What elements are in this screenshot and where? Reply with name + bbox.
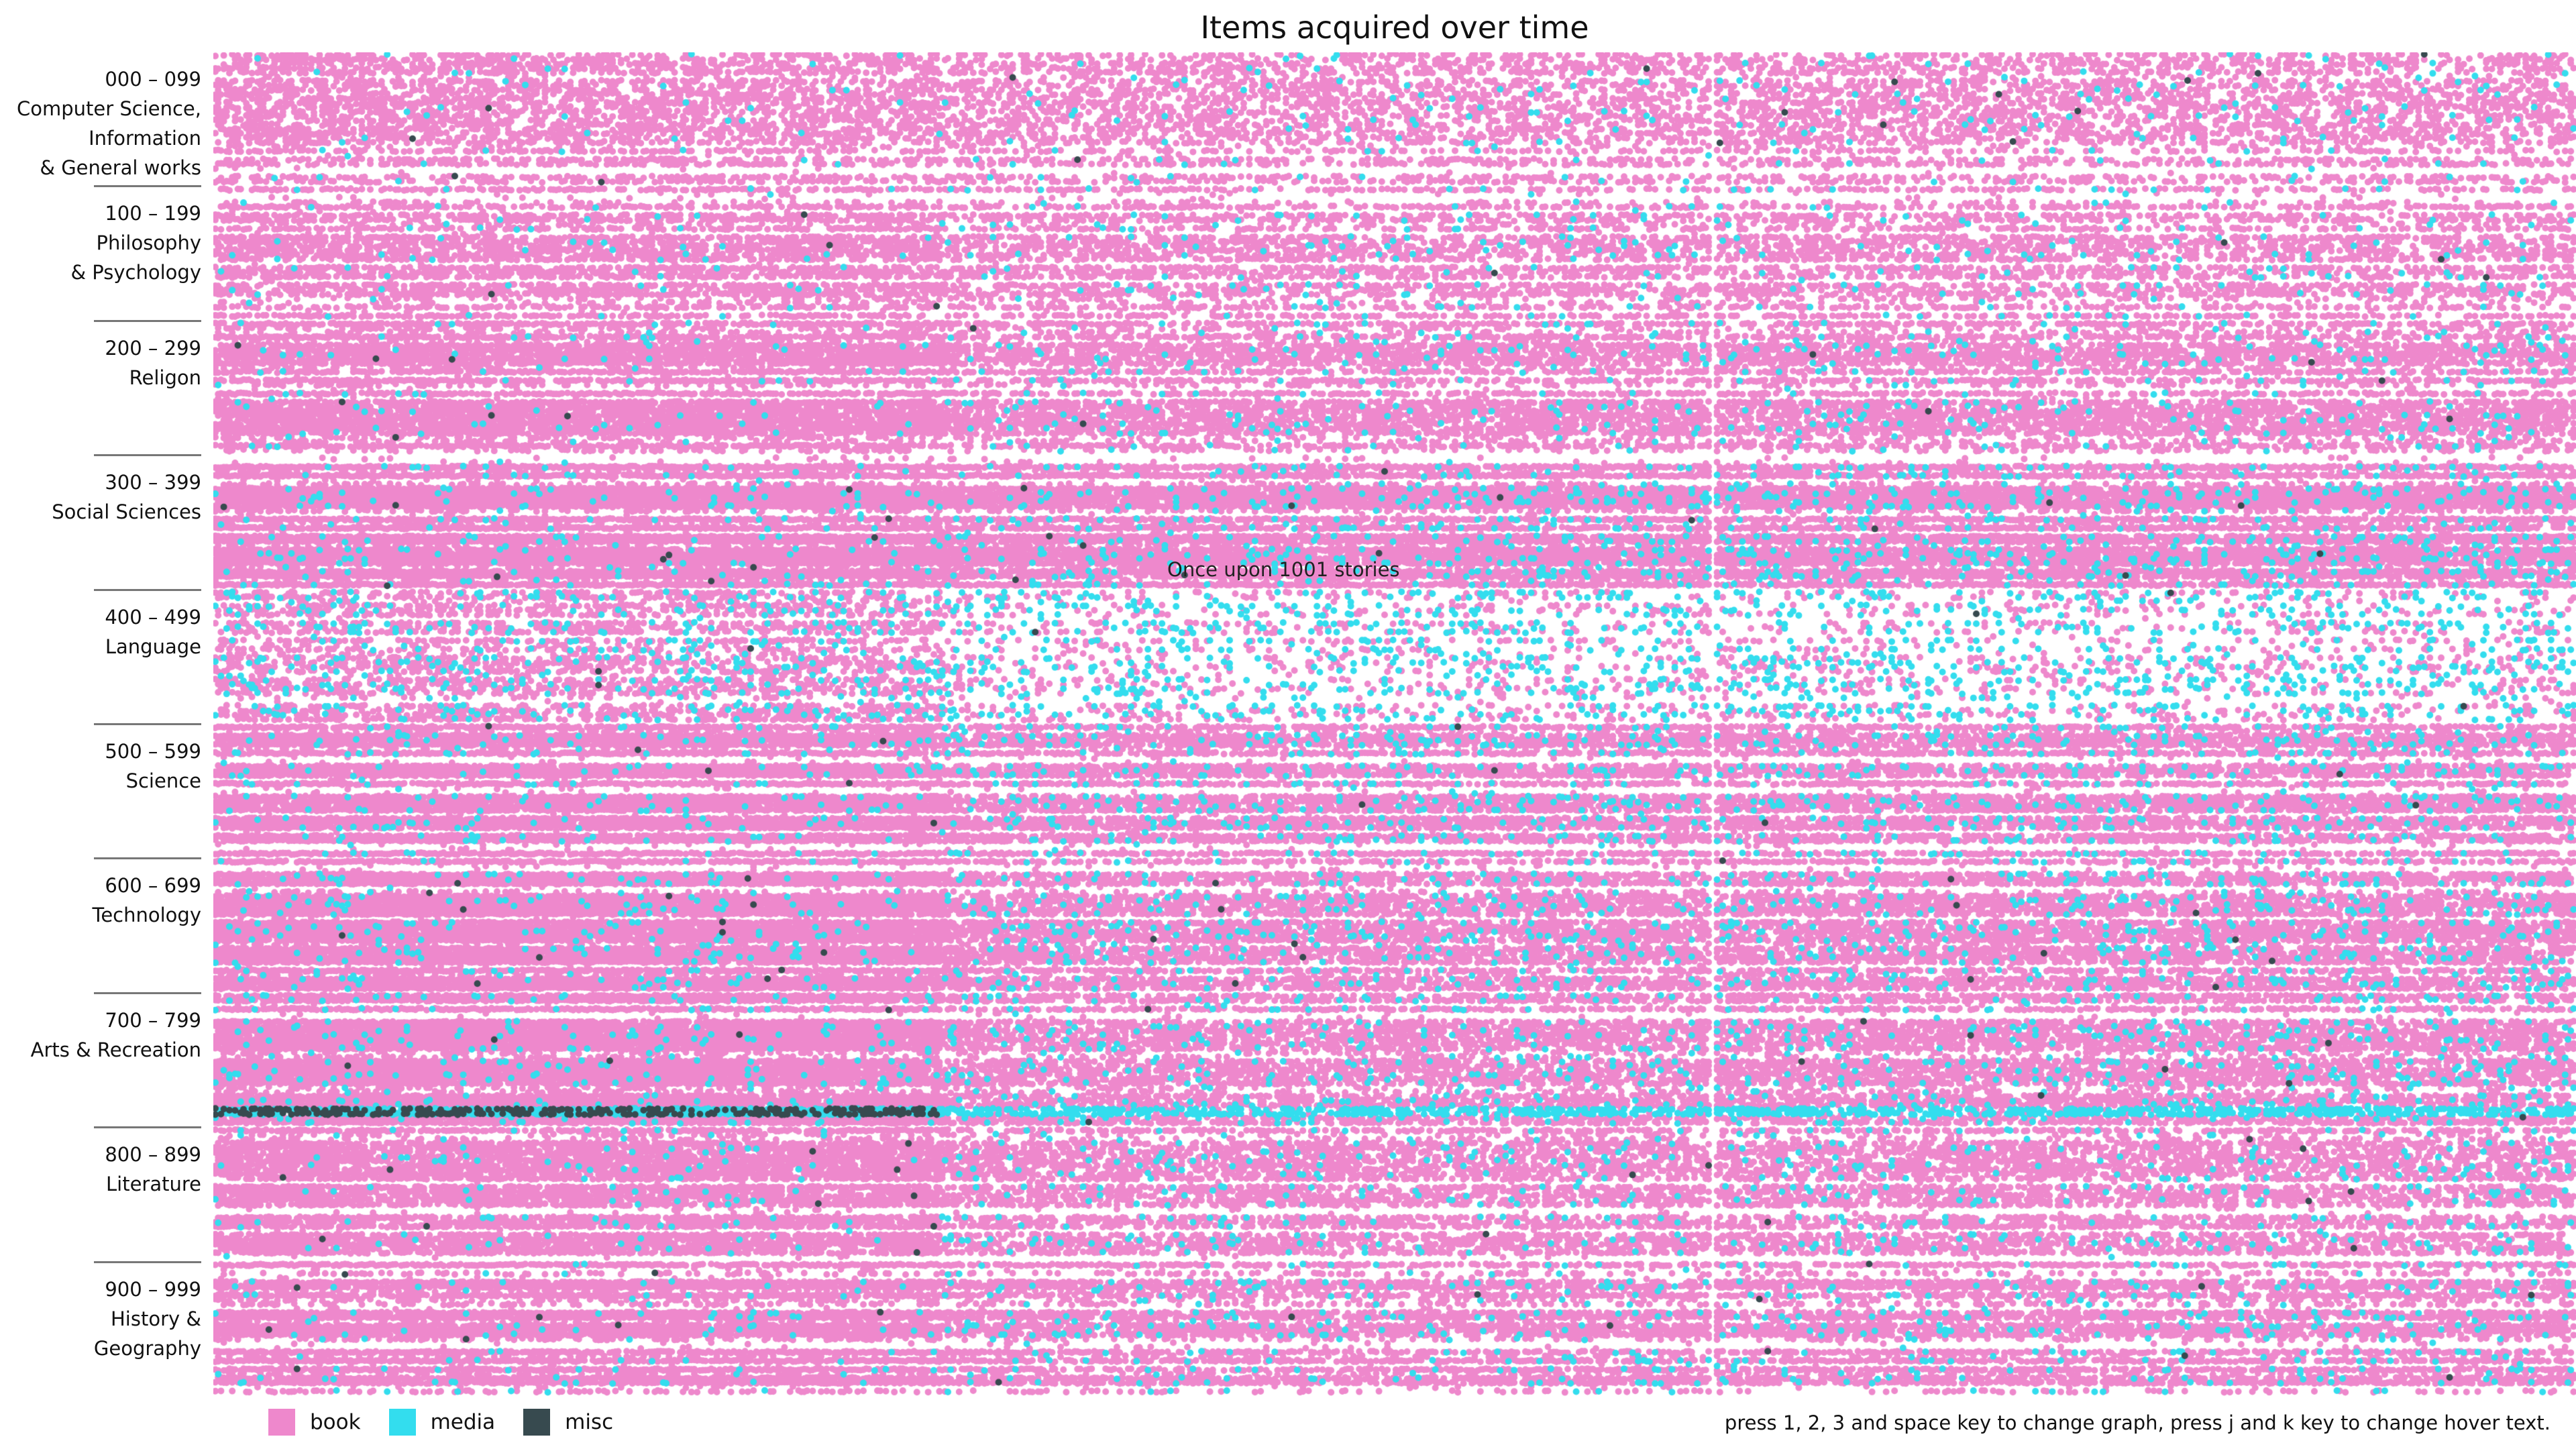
category-label-line: Technology <box>92 904 201 927</box>
category-label-line: History & Geography <box>93 1307 201 1360</box>
category-label-line: 200 – 299 <box>105 336 201 360</box>
category-label: 100 – 199 Philosophy & Psychology <box>0 199 201 287</box>
category-label-line: 000 – 099 <box>105 68 201 91</box>
category-label-line: Philosophy <box>96 231 201 255</box>
scatter-points-canvas[interactable] <box>213 52 2576 1397</box>
category-label: 300 – 399 Social Sciences <box>0 468 201 527</box>
category-label: 700 – 799 Arts & Recreation <box>0 1006 201 1065</box>
legend-swatch-misc <box>523 1409 551 1436</box>
hover-annotation: Once upon 1001 stories <box>1167 558 1400 581</box>
category-label-line: 700 – 799 <box>105 1008 201 1032</box>
category-divider <box>94 723 201 725</box>
category-divider <box>94 588 201 591</box>
category-label-line: 400 – 499 <box>105 605 201 629</box>
legend: book media misc <box>268 1409 641 1436</box>
category-label: 800 – 899 Literature <box>0 1140 201 1199</box>
category-label-line: Information <box>89 127 201 150</box>
legend-item-misc[interactable]: misc <box>523 1409 613 1436</box>
legend-swatch-book <box>268 1409 295 1436</box>
category-label-line: Social Sciences <box>52 500 201 524</box>
legend-label: misc <box>565 1410 614 1434</box>
category-label-line: Arts & Recreation <box>30 1038 201 1061</box>
category-label-line: Religon <box>129 366 201 389</box>
category-label-line: 500 – 599 <box>105 740 201 763</box>
category-divider <box>94 991 201 994</box>
category-label-line: 100 – 199 <box>105 202 201 225</box>
keyboard-hint: press 1, 2, 3 and space key to change gr… <box>1724 1411 2551 1434</box>
category-label: 600 – 699 Technology <box>0 871 201 930</box>
legend-item-media[interactable]: media <box>388 1409 496 1436</box>
legend-swatch-media <box>388 1409 416 1436</box>
category-label-line: 600 – 699 <box>105 874 201 898</box>
category-label: 500 – 599 Science <box>0 737 201 796</box>
chart-title: Items acquired over time <box>1200 9 1589 46</box>
category-label: 000 – 099 Computer Science, Information & G… <box>0 64 201 182</box>
category-label-line: Computer Science, <box>16 97 201 120</box>
category-label-line: 800 – 899 <box>105 1143 201 1167</box>
category-label-line: Language <box>105 635 201 658</box>
legend-label: book <box>310 1410 361 1434</box>
category-label-line: & General works <box>40 156 201 179</box>
category-divider <box>94 319 201 322</box>
category-label: 200 – 299 Religon <box>0 333 201 392</box>
legend-item-book[interactable]: book <box>268 1409 361 1436</box>
category-label-line: 900 – 999 <box>105 1277 201 1301</box>
category-label-line: 300 – 399 <box>105 471 201 494</box>
category-label: 400 – 499 Language <box>0 602 201 661</box>
category-label-line: Literature <box>106 1173 201 1196</box>
category-label-line: Science <box>125 769 201 792</box>
category-label-line: & Psychology <box>70 261 201 284</box>
legend-label: media <box>430 1410 496 1434</box>
category-divider <box>94 1260 201 1263</box>
category-label: 900 – 999 History & Geography <box>0 1275 201 1363</box>
category-divider <box>94 185 201 188</box>
category-divider <box>94 454 201 457</box>
category-divider <box>94 1126 201 1129</box>
category-divider <box>94 857 201 860</box>
